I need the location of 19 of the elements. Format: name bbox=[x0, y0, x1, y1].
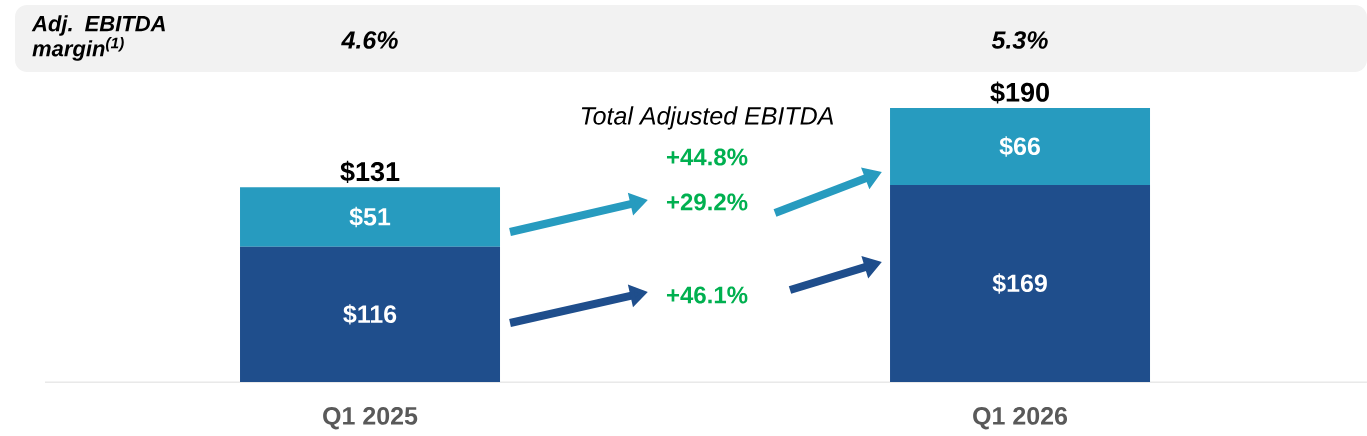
annotation: +46.1% bbox=[666, 286, 748, 304]
data-label: $116 bbox=[343, 304, 397, 325]
text: 4.6% bbox=[341, 31, 398, 49]
data-label: $66 bbox=[999, 136, 1040, 157]
annotation: Total Adjusted EBITDA bbox=[581, 106, 834, 130]
annotation: $131 bbox=[340, 160, 400, 183]
bar bbox=[890, 108, 1151, 185]
bar bbox=[240, 246, 501, 382]
data-label: $169 bbox=[992, 273, 1047, 294]
annotation: $190 bbox=[990, 81, 1049, 104]
x-tick-label: Q1 2025 bbox=[323, 407, 418, 430]
annotation: +44.8% bbox=[666, 148, 748, 166]
text: 5.3% bbox=[991, 31, 1048, 49]
annotation: +29.2% bbox=[666, 193, 748, 211]
bar bbox=[890, 184, 1151, 382]
bar bbox=[240, 187, 501, 247]
data-label: $51 bbox=[349, 206, 391, 228]
text: Adj. EBITDA margin$^{(1)}$ bbox=[31, 15, 165, 61]
x-tick-label: Q1 2026 bbox=[973, 407, 1068, 430]
